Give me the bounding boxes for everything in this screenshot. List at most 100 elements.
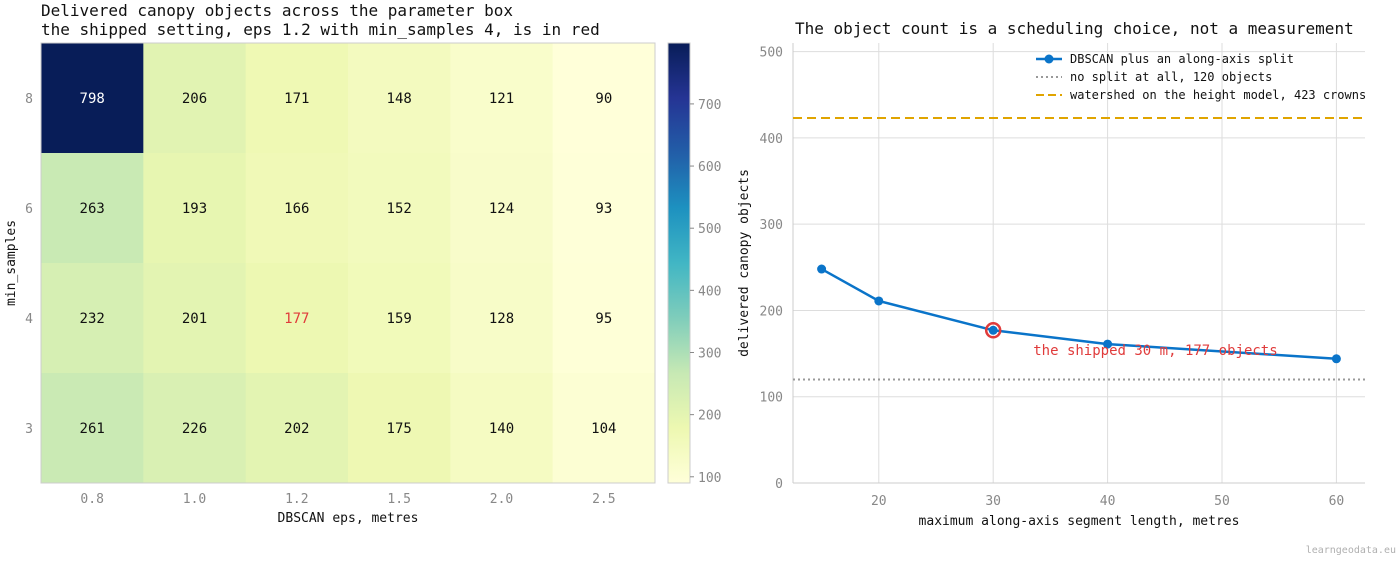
heatmap-x-ticks: 0.8 1.0 1.2 1.5 2.0 2.5 (80, 492, 615, 507)
heatmap-y-ticks: 8 6 4 3 (25, 92, 33, 437)
colorbar-tick-label: 100 (698, 471, 721, 486)
heatmap-title: Delivered canopy objects across the para… (41, 1, 513, 20)
line-chart-grid (793, 43, 1365, 484)
heatmap-cell-label: 95 (595, 311, 612, 327)
heatmap-cell-label: 263 (80, 201, 105, 217)
heatmap-y-tick-label: 4 (25, 312, 33, 327)
heatmap-cell (450, 153, 554, 264)
line-chart-panel: The object count is a scheduling choice,… (737, 19, 1366, 529)
heatmap-cell (143, 153, 247, 264)
heatmap-frame (40, 42, 656, 484)
heatmap-x-tick-label: 1.2 (285, 492, 308, 507)
heatmap-cell-label: 128 (489, 311, 514, 327)
colorbar-tick-label: 200 (698, 409, 721, 424)
heatmap-cell-label: 175 (387, 421, 412, 437)
reference-lines (793, 117, 1365, 381)
heatmap-y-tick-label: 8 (25, 92, 33, 107)
y-tick-label: 100 (760, 391, 783, 406)
line-chart-axes (792, 43, 1365, 484)
heatmap-cell (552, 153, 656, 264)
line-chart-x-label: maximum along-axis segment length, metre… (919, 514, 1240, 529)
x-tick-label: 40 (1100, 494, 1116, 509)
line-chart-y-ticks: 0 100 200 300 400 500 (760, 46, 783, 492)
series-point (988, 325, 998, 335)
heatmap-cell (348, 43, 451, 154)
heatmap-cell-label: 93 (595, 201, 612, 217)
heatmap-cell (552, 263, 656, 374)
legend: DBSCAN plus an along-axis split no split … (1036, 52, 1366, 102)
heatmap-cell-label: 171 (284, 91, 309, 107)
x-tick-label: 20 (871, 494, 887, 509)
colorbar-tick-label: 300 (698, 346, 721, 361)
series-point (1103, 339, 1113, 349)
shipped-annotation: the shipped 30 m, 177 objects (1033, 343, 1277, 359)
colorbar-tick-label: 700 (698, 98, 721, 113)
legend-label: watershed on the height model, 423 crown… (1070, 88, 1366, 102)
legend-label: no split at all, 120 objects (1070, 70, 1272, 84)
heatmap-cell-label: 261 (80, 421, 105, 437)
heatmap-cell-label: 202 (284, 421, 309, 437)
heatmap-cell (450, 263, 554, 374)
colorbar (667, 42, 691, 484)
heatmap-y-tick-label: 3 (25, 422, 33, 437)
heatmap-cell-label: 232 (80, 311, 105, 327)
heatmap-cells: 798 206 171 148 121 90 263 193 166 152 124 93 232 201… (41, 43, 656, 484)
heatmap-cell (450, 43, 554, 154)
shipped-point-ring (984, 322, 1002, 339)
y-tick-label: 300 (760, 218, 783, 233)
series-point (874, 296, 884, 306)
heatmap-cell-label: 201 (182, 311, 207, 327)
heatmap-x-tick-label: 2.0 (490, 492, 513, 507)
legend-swatch-marker (1044, 54, 1054, 64)
heatmap-cell (143, 43, 247, 154)
y-tick-label: 500 (760, 46, 783, 61)
heatmap-cell (245, 43, 349, 154)
colorbar-tick-label: 400 (698, 284, 721, 299)
heatmap-cell (245, 373, 349, 484)
heatmap-cell-label: 104 (591, 421, 616, 437)
series-point (817, 264, 827, 274)
heatmap-cell (348, 373, 451, 484)
watermark: learngeodata.eu (1306, 545, 1396, 556)
heatmap-cell-label: 124 (489, 201, 514, 217)
heatmap-cell-label: 159 (387, 311, 412, 327)
heatmap-x-tick-label: 1.5 (387, 492, 410, 507)
heatmap-cell (348, 153, 451, 264)
shipped-setting-marker (984, 322, 1002, 339)
line-chart-x-ticks: 20 30 40 50 60 (871, 494, 1344, 509)
heatmap-subtitle: the shipped setting, eps 1.2 with min_sa… (41, 20, 600, 39)
y-tick-label: 400 (760, 132, 783, 147)
heatmap-cell (552, 373, 656, 484)
heatmap-cell-label: 152 (387, 201, 412, 217)
heatmap-cell (348, 263, 451, 374)
heatmap-cell-label: 193 (182, 201, 207, 217)
x-tick-label: 50 (1214, 494, 1230, 509)
heatmap-cell (41, 263, 144, 374)
heatmap-cell-label: 140 (489, 421, 514, 437)
colorbar-ticks: 100 200 300 400 500 600 700 (690, 98, 721, 486)
heatmap-cell-label: 177 (284, 311, 309, 327)
colorbar-tick-label: 500 (698, 222, 721, 237)
heatmap-cell (143, 263, 247, 374)
heatmap-x-tick-label: 0.8 (80, 492, 103, 507)
heatmap-x-label: DBSCAN eps, metres (278, 511, 419, 526)
heatmap-cell-label: 798 (80, 91, 105, 107)
heatmap-cell (41, 153, 144, 264)
heatmap-cell (450, 373, 554, 484)
heatmap-cell (143, 373, 247, 484)
series-dbscan-split (817, 264, 1341, 364)
heatmap-y-tick-label: 6 (25, 202, 33, 217)
heatmap-cell (245, 263, 349, 374)
heatmap-y-label: min_samples (4, 220, 19, 306)
colorbar-tick-label: 600 (698, 160, 721, 175)
heatmap-cell (41, 43, 144, 154)
heatmap-x-tick-label: 1.0 (183, 492, 206, 507)
series-point (1331, 354, 1341, 364)
heatmap-cell-label: 206 (182, 91, 207, 107)
heatmap-cell-label: 90 (595, 91, 612, 107)
heatmap-cell (41, 373, 144, 484)
x-tick-label: 30 (985, 494, 1001, 509)
heatmap-cell (552, 43, 656, 154)
heatmap-panel: Delivered canopy objects across the para… (4, 1, 721, 526)
